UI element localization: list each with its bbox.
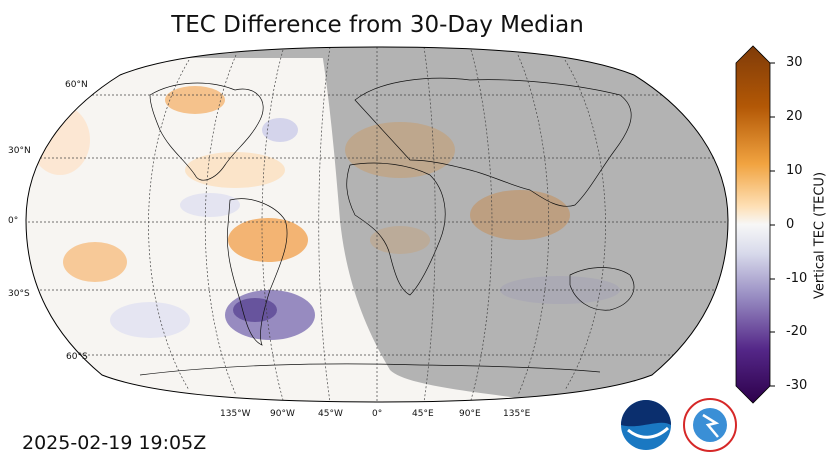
lon-label-135e: 135°E [503,409,531,419]
lat-label-eq: 0° [8,216,19,226]
colorbar-tick-30: 30 [786,55,803,70]
nws-logo [683,398,737,452]
coastlines [139,77,635,376]
lon-label-90e: 90°E [459,409,481,419]
lat-label-60s: 60°S [66,352,88,362]
colorbar-tick-20: 20 [786,109,803,124]
lat-label-30s: 30°S [8,289,30,299]
colorbar-tick-m10: -10 [786,271,808,286]
colorbar [735,45,775,404]
lon-label-90w: 90°W [270,409,295,419]
colorbar-tick-m20: -20 [786,324,808,339]
lon-label-0: 0° [372,409,383,419]
tec-anomaly-field [26,47,728,402]
map-title: TEC Difference from 30-Day Median [171,12,584,38]
colorbar-tick-m30: -30 [786,378,808,393]
colorbar-label: Vertical TEC (TECU) [812,171,828,300]
timestamp: 2025-02-19 19:05Z [22,432,207,454]
colorbar-tick-0: 0 [786,217,795,232]
noaa-logo [621,400,671,450]
graticule [26,47,728,402]
colorbar-tick-10: 10 [786,163,803,178]
lon-label-45e: 45°E [412,409,434,419]
lon-label-135w: 135°W [220,409,251,419]
lon-label-45w: 45°W [318,409,343,419]
lat-label-30n: 30°N [8,146,31,156]
lat-label-60n: 60°N [65,80,88,90]
globe-outline [25,46,729,403]
